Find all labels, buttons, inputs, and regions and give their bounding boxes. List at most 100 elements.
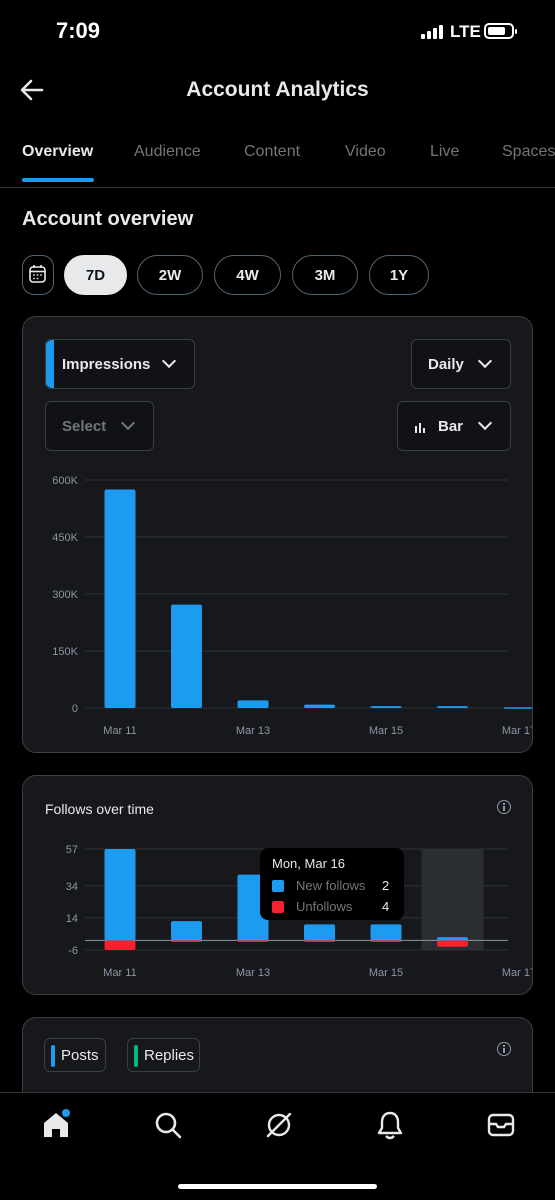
y-tick-label: 57	[66, 844, 78, 856]
x-tick-label: Mar 15	[369, 967, 403, 979]
tooltip-value: 4	[382, 899, 390, 914]
interval-dropdown[interactable]: Daily	[411, 339, 511, 389]
tab-content[interactable]: Content	[244, 143, 301, 160]
tooltip-date: Mon, Mar 16	[272, 856, 345, 871]
legend-replies-toggle[interactable]: Replies	[127, 1038, 200, 1072]
interval-dropdown-label: Daily	[428, 355, 464, 373]
compare-dropdown-label: Select	[62, 417, 107, 435]
network-type: LTE	[450, 22, 481, 41]
bar-chart-icon	[415, 423, 425, 433]
range-4w-button[interactable]: 4W	[214, 255, 281, 295]
metric-color-indicator	[46, 340, 54, 388]
active-tab-indicator	[22, 178, 94, 182]
impressions-bar	[171, 604, 202, 708]
unfollows-bar	[104, 940, 136, 950]
analytics-tabs: Overview Audience Content Video Live Spa…	[0, 130, 555, 188]
battery-icon	[484, 23, 517, 39]
range-7d-button[interactable]: 7D	[64, 255, 127, 295]
posts-color-indicator	[51, 1045, 55, 1067]
range-1y-button[interactable]: 1Y	[369, 255, 429, 295]
x-tick-label: Mar 17	[502, 725, 532, 737]
search-icon[interactable]	[152, 1109, 184, 1141]
metric-dropdown[interactable]: Impressions	[45, 339, 195, 389]
impressions-bar	[104, 489, 136, 708]
section-title: Account overview	[22, 208, 194, 230]
y-tick-label: 300K	[52, 589, 78, 601]
y-tick-label: 150K	[52, 646, 78, 658]
x-tick-label: Mar 11	[103, 967, 136, 979]
replies-color-indicator	[134, 1045, 138, 1067]
new-follows-bar	[437, 937, 468, 941]
y-tick-label: 0	[72, 703, 78, 715]
unfollows-bar	[237, 940, 269, 942]
home-icon[interactable]	[40, 1109, 72, 1141]
chevron-down-icon	[161, 353, 177, 369]
notifications-bell-icon[interactable]	[374, 1109, 406, 1141]
x-tick-label: Mar 13	[236, 725, 270, 737]
impressions-bar	[370, 706, 402, 708]
new-follows-bar	[171, 921, 202, 941]
tooltip-label: Unfollows	[296, 899, 353, 914]
home-indicator	[178, 1184, 377, 1189]
chart-tooltip: Mon, Mar 16 New follows 2 Unfollows 4	[260, 848, 404, 920]
x-tick-label: Mar 15	[369, 725, 403, 737]
chart-type-dropdown-label: Bar	[438, 417, 464, 435]
tab-live[interactable]: Live	[430, 143, 460, 160]
unfollows-bar	[370, 940, 402, 942]
calendar-button[interactable]	[22, 255, 54, 295]
impressions-bar	[437, 706, 468, 708]
unfollows-swatch	[272, 901, 284, 913]
unfollows-bar	[171, 940, 202, 942]
tooltip-label: New follows	[296, 878, 366, 893]
status-time: 7:09	[56, 18, 101, 43]
chevron-down-icon	[120, 415, 136, 431]
grok-icon[interactable]	[263, 1109, 295, 1141]
compare-dropdown[interactable]: Select	[45, 401, 154, 451]
calendar-icon	[29, 265, 46, 283]
tab-video[interactable]: Video	[345, 143, 386, 160]
tab-overview[interactable]: Overview	[22, 143, 94, 160]
range-2w-button[interactable]: 2W	[137, 255, 203, 295]
back-arrow-icon[interactable]	[18, 76, 46, 104]
chart-type-dropdown[interactable]: Bar	[397, 401, 511, 451]
tab-spaces[interactable]: Spaces	[502, 143, 555, 160]
impressions-card: Impressions Daily Select Bar 600K 450K 300…	[22, 316, 533, 753]
metric-dropdown-label: Impressions	[62, 355, 151, 373]
follows-card: Follows over time 57 34 14 -6 Mar 11 Mar 13 Ma…	[22, 775, 533, 995]
impressions-bar	[237, 700, 269, 708]
info-icon[interactable]	[497, 800, 511, 814]
bottom-navigation	[0, 1092, 555, 1200]
y-tick-label: 450K	[52, 532, 78, 544]
status-bar: 7:09 LTE	[0, 0, 555, 62]
cellular-signal-icon	[421, 25, 445, 39]
highlight-band	[421, 849, 484, 950]
follows-card-title: Follows over time	[45, 801, 154, 817]
x-tick-label: Mar 11	[103, 725, 136, 737]
new-follows-bar	[304, 924, 335, 941]
tab-audience[interactable]: Audience	[134, 143, 201, 160]
chevron-down-icon	[477, 415, 493, 431]
legend-label: Replies	[144, 1046, 195, 1064]
x-tick-label: Mar 17	[502, 967, 532, 979]
new-follows-bar	[370, 924, 402, 941]
unfollows-bar	[304, 940, 335, 942]
new-follows-swatch	[272, 880, 284, 892]
y-tick-label: 34	[66, 881, 78, 893]
y-tick-label: -6	[68, 945, 78, 957]
impressions-bar	[503, 707, 532, 709]
tooltip-value: 2	[382, 878, 390, 893]
y-tick-label: 14	[66, 913, 78, 925]
chevron-down-icon	[477, 353, 493, 369]
page-title: Account Analytics	[186, 78, 369, 101]
impressions-bar	[304, 704, 335, 708]
messages-icon[interactable]	[485, 1109, 517, 1141]
legend-posts-toggle[interactable]: Posts	[44, 1038, 106, 1072]
legend-label: Posts	[61, 1046, 99, 1064]
new-follows-bar	[104, 849, 136, 941]
info-icon[interactable]	[497, 1042, 511, 1056]
range-3m-button[interactable]: 3M	[292, 255, 358, 295]
app-header: Account Analytics	[0, 62, 555, 118]
y-tick-label: 600K	[52, 475, 78, 487]
x-tick-label: Mar 13	[236, 967, 270, 979]
unfollows-bar	[437, 940, 468, 947]
